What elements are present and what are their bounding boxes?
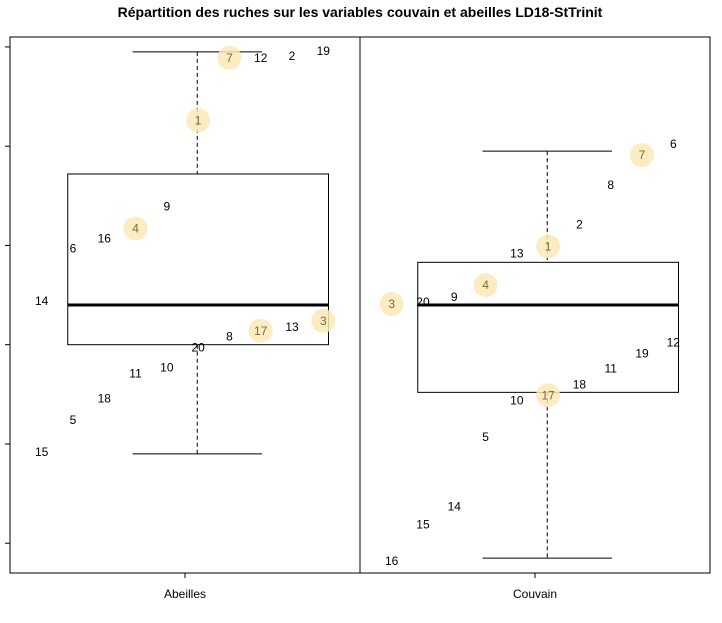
panel-2-point-label-18: 18 (573, 377, 587, 391)
panel-1-point-label-4: 4 (132, 222, 139, 236)
panel-1-point-highlight-17 (248, 318, 273, 343)
panel-1-point-label-13: 13 (285, 320, 299, 334)
panel-2-point-label-4: 4 (482, 278, 489, 292)
panel-2-box (417, 261, 679, 393)
panel-1-point-label-14: 14 (35, 294, 49, 308)
panel-2-point-label-9: 9 (451, 290, 458, 304)
panel-2-point-label-7: 7 (639, 148, 646, 162)
panel-2-category-label: Couvain (513, 587, 557, 601)
panel-2-point-label-1: 1 (545, 239, 552, 253)
panel-1-point-label-12: 12 (254, 51, 268, 65)
panel-1-point-label-8: 8 (226, 330, 233, 344)
panel-2-point-label-3: 3 (388, 297, 395, 311)
panel-1-point-label-7: 7 (226, 51, 233, 65)
panel-1-point-label-9: 9 (163, 200, 170, 214)
panel-1-point-label-19: 19 (317, 44, 331, 58)
panel-1-point-label-20: 20 (191, 341, 205, 355)
panel-1-point-highlight-3 (311, 308, 336, 333)
panel-2-point-highlight-17 (536, 383, 561, 408)
panel-1-point-label-10: 10 (160, 361, 174, 375)
panel-1-point-label-15: 15 (35, 445, 49, 459)
panel-1-point-label-3: 3 (320, 314, 327, 328)
panel-1-point-label-11: 11 (129, 366, 142, 380)
panel-1-point-label-17: 17 (254, 324, 268, 338)
panel-1-point-label-16: 16 (98, 231, 112, 245)
panel-2-point-highlight-3 (379, 291, 404, 316)
panel-1-point-label-1: 1 (195, 113, 202, 127)
panel-2-point-label-19: 19 (635, 347, 649, 361)
panel-2-point-highlight-7 (629, 143, 654, 168)
panel-2-point-label-15: 15 (416, 517, 430, 531)
panel-2-point-label-17: 17 (541, 388, 555, 402)
panel-2-point-label-5: 5 (482, 430, 489, 444)
panel-2-point-highlight-4 (473, 273, 498, 298)
panel-2-point-label-12: 12 (667, 336, 681, 350)
panel-1-point-highlight-1 (186, 108, 211, 133)
panel-2-point-label-14: 14 (448, 499, 462, 513)
panel-2-point-label-6: 6 (670, 137, 677, 151)
panel-1-point-highlight-4 (123, 216, 148, 241)
panel-1-box (67, 173, 329, 346)
chart-title: Répartition des ruches sur les variables… (118, 4, 603, 20)
panel-1-point-label-6: 6 (70, 241, 77, 255)
panel-2-point-label-16: 16 (385, 554, 399, 568)
panel-1-point-label-18: 18 (98, 391, 112, 405)
panel-2-point-highlight-1 (536, 234, 561, 259)
panel-2-point-label-2: 2 (576, 218, 583, 232)
panel-2-point-label-20: 20 (416, 295, 430, 309)
panel-2-point-label-13: 13 (510, 246, 524, 260)
panel-2-point-label-11: 11 (604, 361, 617, 375)
panel-1-point-highlight-7 (217, 45, 242, 70)
panel-1-point-label-2: 2 (289, 49, 296, 63)
panel-1-category-label: Abeilles (164, 587, 206, 601)
panel-1-point-label-5: 5 (70, 413, 77, 427)
panel-2-point-label-8: 8 (607, 178, 614, 192)
panel-2-point-label-10: 10 (510, 393, 524, 407)
